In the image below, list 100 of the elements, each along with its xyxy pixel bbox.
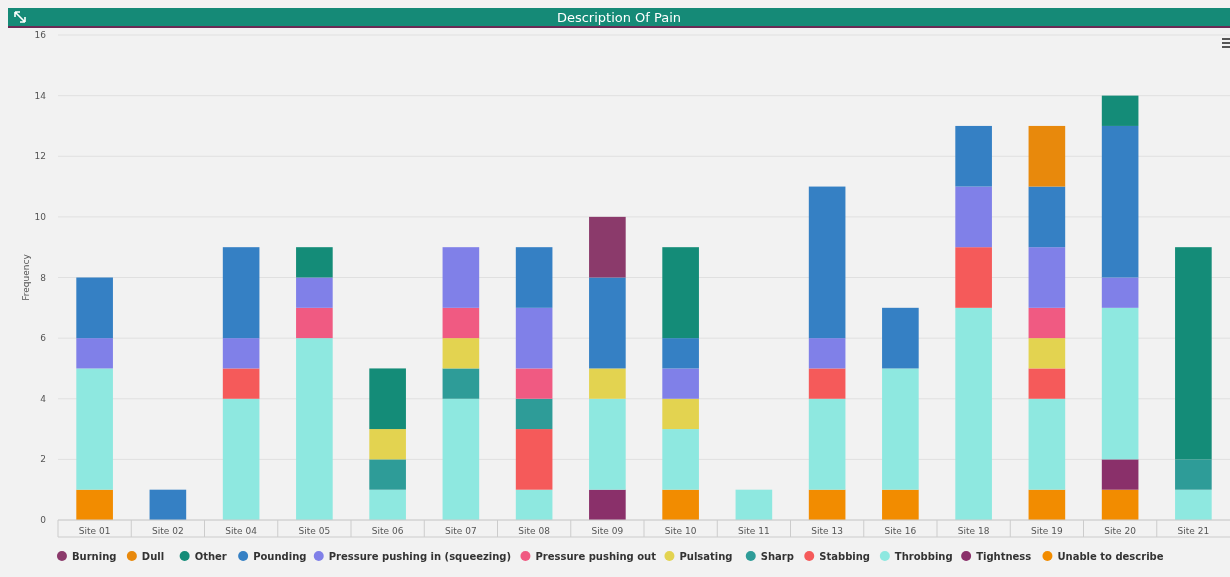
bar — [662, 338, 699, 369]
legend-label: Sharp — [760, 550, 794, 562]
x-tick-label: Site 10 — [664, 526, 697, 536]
bar — [808, 368, 846, 399]
bar — [955, 307, 992, 520]
bar — [296, 338, 333, 520]
x-tick-label: Site 21 — [1177, 526, 1210, 536]
bar — [369, 368, 406, 430]
legend-label: Dull — [141, 550, 165, 562]
bar — [662, 368, 699, 399]
bar — [149, 489, 187, 520]
x-tick-label: Site 19 — [1031, 526, 1063, 536]
legend-label: Burning — [71, 550, 117, 562]
bar — [1101, 125, 1139, 278]
legend-label: Other — [194, 550, 227, 562]
y-tick-label: 16 — [34, 30, 47, 40]
legend-label: Pressure pushing in (squeezing) — [328, 550, 512, 562]
bar — [955, 186, 992, 248]
bar — [296, 307, 333, 339]
bar — [369, 489, 406, 520]
bar — [222, 247, 260, 339]
bar — [1101, 307, 1139, 460]
bar — [1028, 338, 1066, 369]
bar — [369, 429, 406, 460]
bar — [589, 216, 626, 278]
bar — [662, 489, 699, 520]
y-tick-label: 14 — [34, 90, 47, 101]
x-tick-label: Site 16 — [884, 526, 917, 536]
y-tick-label: 6 — [40, 333, 47, 344]
bar — [1175, 459, 1212, 490]
bar — [1101, 95, 1139, 126]
bar — [882, 368, 919, 490]
x-tick-label: Site 11 — [738, 526, 770, 536]
legend-label: Pulsating — [679, 550, 733, 562]
bar — [222, 368, 260, 399]
bar — [1101, 459, 1139, 490]
bar — [662, 429, 699, 490]
bar — [882, 307, 919, 369]
x-tick-label: Site 08 — [518, 526, 551, 536]
y-axis-title: Frequency — [21, 253, 31, 301]
bar — [442, 398, 480, 520]
y-tick-label: 12 — [34, 151, 46, 162]
bar — [589, 277, 626, 369]
legend-label: Pressure pushing out — [535, 550, 657, 562]
bar — [1028, 125, 1066, 187]
bar — [442, 307, 480, 339]
chart-title: Description Of Pain — [556, 10, 682, 25]
bar — [515, 489, 553, 520]
x-tick-label: Site 09 — [591, 526, 624, 536]
bar — [882, 489, 919, 520]
bar — [589, 398, 626, 490]
bar — [1028, 186, 1066, 248]
y-tick-label: 8 — [40, 272, 47, 283]
x-tick-label: Site 18 — [957, 526, 990, 536]
x-tick-label: Site 04 — [225, 526, 258, 536]
bar — [442, 247, 480, 308]
bar — [76, 338, 113, 369]
bar — [515, 307, 553, 369]
bar — [76, 489, 113, 520]
x-tick-label: Site 01 — [78, 526, 111, 536]
legend-label: Stabbing — [819, 550, 871, 562]
bar — [442, 338, 480, 369]
x-tick-label: Site 06 — [371, 526, 404, 536]
bar — [662, 398, 699, 430]
bar — [955, 247, 992, 308]
bar — [1028, 489, 1066, 520]
bar — [808, 398, 846, 490]
bar — [515, 429, 553, 490]
y-tick-label: 10 — [34, 211, 47, 222]
x-tick-label: Site 20 — [1104, 526, 1137, 536]
bar — [808, 186, 846, 339]
legend-label: Pounding — [253, 550, 307, 562]
bar — [76, 368, 113, 490]
bar — [222, 398, 260, 520]
bar — [515, 247, 553, 308]
bar — [1028, 247, 1066, 308]
x-tick-label: Site 07 — [445, 526, 477, 536]
y-tick-label: 0 — [40, 515, 47, 525]
bar — [808, 338, 846, 369]
x-tick-label: Site 13 — [811, 526, 843, 536]
bar — [296, 277, 333, 308]
bar — [1175, 247, 1212, 460]
y-tick-label: 2 — [40, 454, 46, 465]
x-tick-label: Site 05 — [298, 526, 331, 536]
bar — [222, 338, 260, 369]
bar — [1028, 368, 1066, 399]
bar — [1101, 489, 1139, 520]
bar — [808, 489, 846, 520]
legend-label: Tightness — [976, 550, 1032, 562]
bar — [589, 368, 626, 399]
bar — [1101, 277, 1139, 308]
bar — [442, 368, 480, 399]
legend-label: Unable to describe — [1057, 550, 1164, 562]
bar — [515, 368, 553, 399]
x-tick-label: Site 02 — [152, 526, 184, 536]
bar — [1028, 398, 1066, 490]
legend-label: Throbbing — [894, 550, 953, 562]
bar — [515, 398, 553, 430]
bar — [955, 125, 992, 187]
bar — [735, 489, 773, 520]
